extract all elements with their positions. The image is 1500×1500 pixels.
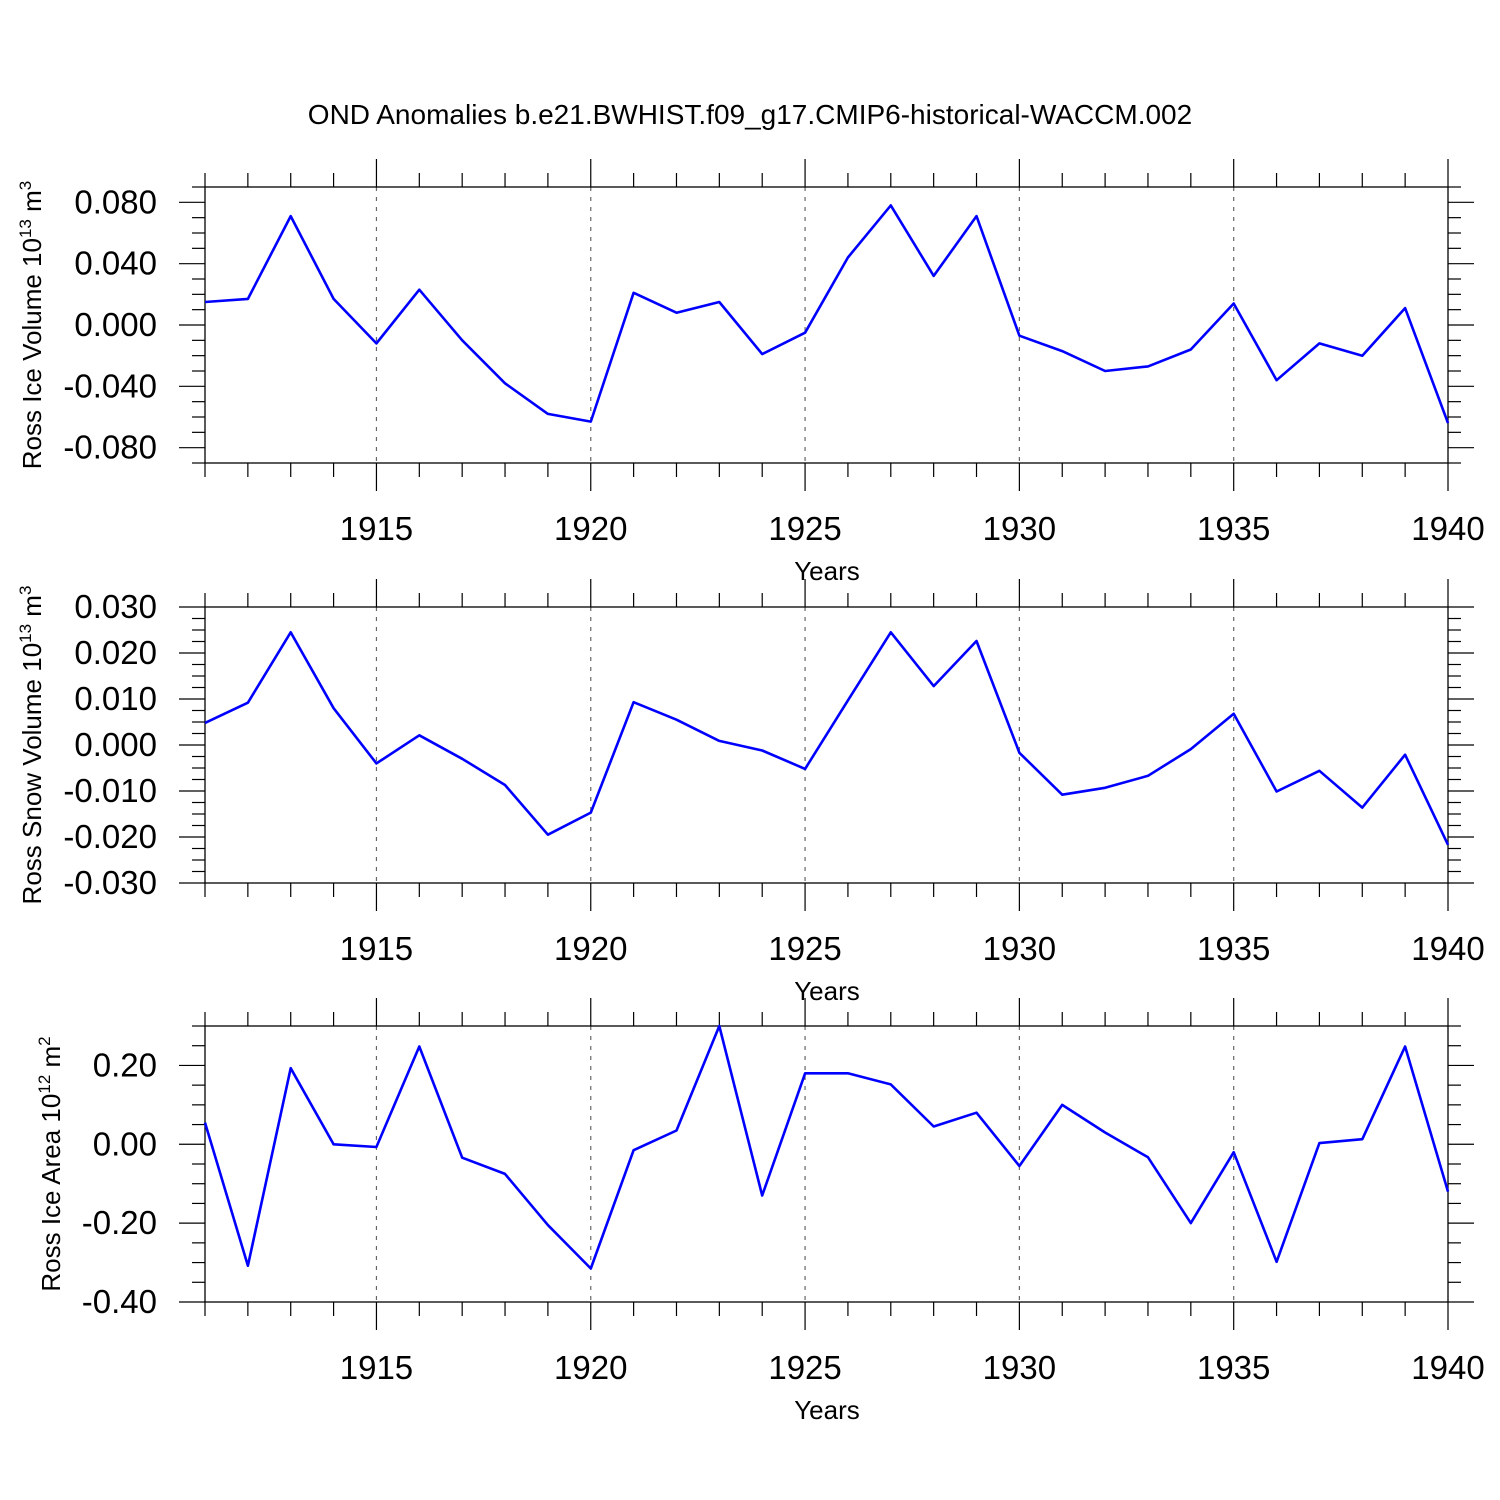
y-axis-label-yunit-base: 10	[36, 1094, 66, 1123]
x-axis-label: Years	[794, 976, 860, 1006]
x-tick-label: 1930	[983, 510, 1056, 547]
series-line	[203, 1024, 1450, 1270]
x-tick-label: 1915	[340, 1349, 413, 1386]
y-tick-label: 0.20	[93, 1046, 157, 1083]
y-tick-label: 0.010	[74, 680, 157, 717]
plot-frame	[204, 1025, 1449, 1303]
y-axis-label-yunit-suffix: m	[36, 1046, 66, 1075]
y-axis-label-yunit-base: 10	[17, 238, 47, 267]
y-axis-label-ylabel: Ross Snow Volume	[17, 672, 47, 905]
y-tick-label: 0.080	[74, 183, 157, 220]
x-tick-label: 1940	[1411, 1349, 1484, 1386]
x-tick-label: 1920	[554, 1349, 627, 1386]
y-axis-label-ylabel: Ross Ice Area	[36, 1123, 66, 1292]
x-axis-label: Years	[794, 1395, 860, 1425]
y-tick-label: -0.010	[63, 772, 157, 809]
x-tick-label: 1925	[768, 510, 841, 547]
x-tick-label: 1935	[1197, 1349, 1270, 1386]
y-tick-label: 0.030	[74, 588, 157, 625]
panel-3: 0.20 0.00 -0.20 -0.40 1915 1920 1925 1930 1935 19…	[35, 998, 1485, 1425]
y-tick-label: 0.040	[74, 245, 157, 282]
y-axis-label-yunit-base: 10	[17, 643, 47, 672]
y-axis-label-yunit-suffix: m	[17, 595, 47, 624]
y-axis-label: Ross Ice Volume 1013 m3	[16, 181, 47, 470]
x-tick-label: 1930	[983, 930, 1056, 967]
x-tick-label: 1940	[1411, 510, 1484, 547]
plot-frame	[204, 606, 1449, 884]
x-tick-label: 1930	[983, 1349, 1056, 1386]
x-tick-label: 1920	[554, 510, 627, 547]
x-tick-label: 1920	[554, 930, 627, 967]
x-tick-label: 1925	[768, 930, 841, 967]
x-tick-label: 1925	[768, 1349, 841, 1386]
y-axis-label-ylabel: Ross Ice Volume	[17, 267, 47, 469]
series-line	[204, 630, 1450, 846]
y-tick-label: -0.40	[82, 1283, 157, 1320]
x-tick-label: 1935	[1197, 510, 1270, 547]
y-axis-label-yunit-suffix-exp: 2	[35, 1036, 54, 1045]
y-tick-label: -0.020	[63, 818, 157, 855]
y-tick-label: 0.000	[74, 306, 157, 343]
y-tick-label: 0.00	[93, 1125, 157, 1162]
y-tick-label: -0.040	[63, 367, 157, 404]
y-axis-label-yunit-suffix-exp: 3	[16, 181, 35, 190]
x-tick-label: 1935	[1197, 930, 1270, 967]
series-line	[204, 204, 1450, 424]
y-tick-label: -0.030	[63, 864, 157, 901]
panel-1: 0.080 0.040 0.000 -0.040 -0.080 1915 1920 1925 1…	[16, 159, 1485, 586]
y-tick-label: -0.080	[63, 429, 157, 466]
x-tick-label: 1915	[340, 930, 413, 967]
y-axis-label-yunit-suffix-exp: 3	[16, 586, 35, 595]
y-axis-label-yunit-exp: 12	[35, 1075, 54, 1094]
chart-title: OND Anomalies b.e21.BWHIST.f09_g17.CMIP6…	[308, 99, 1192, 130]
x-tick-label: 1915	[340, 510, 413, 547]
y-axis-label-yunit-exp: 13	[16, 219, 35, 238]
y-axis-label-yunit-exp: 13	[16, 624, 35, 643]
panel-2: 0.030 0.020 0.010 0.000 -0.010 -0.020 -0.030 19…	[16, 579, 1485, 1006]
y-axis-label: Ross Snow Volume 1013 m3	[16, 586, 47, 905]
x-tick-label: 1940	[1411, 930, 1484, 967]
y-tick-label: -0.20	[82, 1204, 157, 1241]
y-axis-label: Ross Ice Area 1012 m2	[35, 1036, 66, 1291]
x-axis-label: Years	[794, 556, 860, 586]
y-axis-label-yunit-suffix: m	[17, 190, 47, 219]
y-tick-label: 0.020	[74, 634, 157, 671]
y-tick-label: 0.000	[74, 726, 157, 763]
